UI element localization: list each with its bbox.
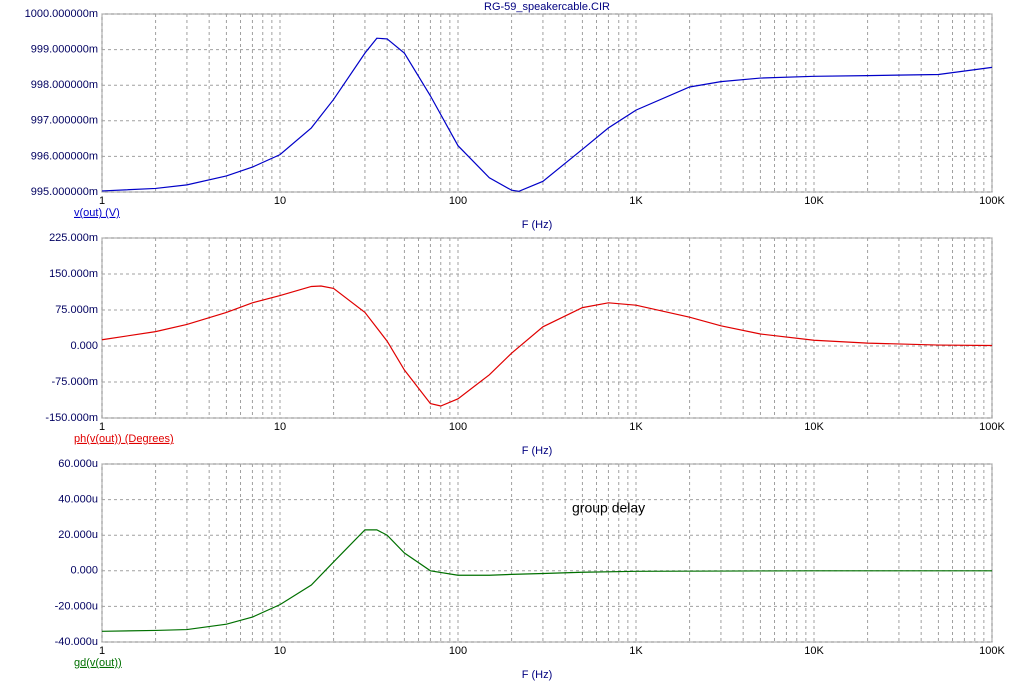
plot-frame (101, 13, 993, 193)
x-tick-label: 1 (99, 645, 105, 657)
legend-entry: ph(v(out)) (Degrees) (74, 433, 174, 445)
x-axis-label: F (Hz) (522, 445, 553, 457)
y-tick-label: 40.000u (58, 494, 98, 506)
chart-title: RG-59_speakercable.CIR (484, 1, 610, 13)
y-tick-label: -75.000m (52, 376, 98, 388)
y-tick-label: 0.000 (70, 565, 98, 577)
x-tick-label: 10K (804, 195, 824, 207)
x-axis-label: F (Hz) (522, 219, 553, 231)
y-tick-label: 995.000000m (31, 186, 98, 198)
x-tick-label: 1 (99, 421, 105, 433)
y-tick-label: -150.000m (45, 412, 98, 424)
y-tick-label: 60.000u (58, 458, 98, 470)
x-tick-label: 10 (274, 645, 286, 657)
x-tick-label: 1K (629, 645, 643, 657)
x-tick-label: 1 (99, 195, 105, 207)
x-tick-label: 100 (449, 421, 467, 433)
y-tick-label: 996.000000m (31, 150, 98, 162)
x-axis-label: F (Hz) (522, 669, 553, 681)
x-tick-label: 100 (449, 195, 467, 207)
x-tick-label: 100K (979, 195, 1005, 207)
y-tick-label: 20.000u (58, 529, 98, 541)
x-tick-label: 10K (804, 421, 824, 433)
y-tick-label: 999.000000m (31, 44, 98, 56)
x-tick-label: 1K (629, 195, 643, 207)
y-tick-label: 75.000m (55, 304, 98, 316)
legend-entry: v(out) (V) (74, 207, 120, 219)
y-tick-label: 225.000m (49, 232, 98, 244)
series-line (101, 37, 993, 192)
y-tick-label: 998.000000m (31, 79, 98, 91)
x-tick-label: 100K (979, 645, 1005, 657)
plot-frame (101, 237, 993, 419)
x-tick-label: 10K (804, 645, 824, 657)
series-line (101, 529, 992, 632)
x-tick-label: 100 (449, 645, 467, 657)
x-tick-label: 10 (274, 421, 286, 433)
x-tick-label: 1K (629, 421, 643, 433)
y-tick-label: 150.000m (49, 268, 98, 280)
y-tick-label: 997.000000m (31, 115, 98, 127)
annotation: group delay (572, 500, 645, 516)
x-tick-label: 100K (979, 421, 1005, 433)
y-tick-label: -20.000u (55, 600, 98, 612)
y-tick-label: 0.000 (70, 340, 98, 352)
x-tick-label: 10 (274, 195, 286, 207)
plot-frame (101, 463, 993, 643)
y-tick-label: -40.000u (55, 636, 98, 648)
legend-entry: gd(v(out)) (74, 657, 122, 669)
series-line (101, 285, 993, 407)
y-tick-label: 1000.000000m (25, 8, 98, 20)
